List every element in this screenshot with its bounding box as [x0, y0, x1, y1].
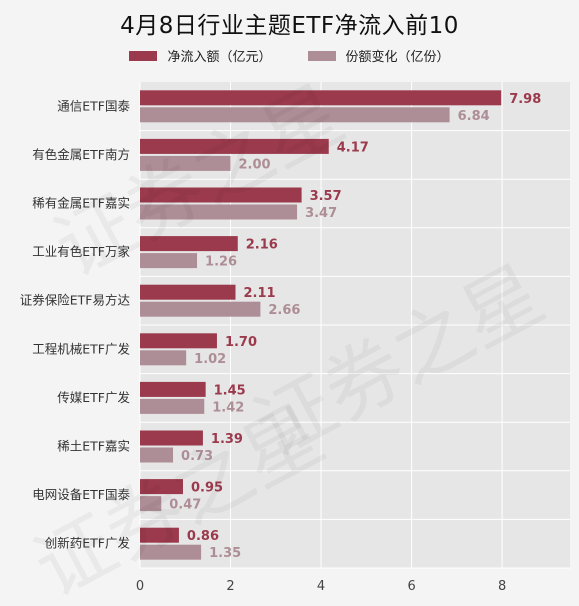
bar-net-inflow — [140, 430, 203, 446]
y-category-label: 有色金属ETF南方 — [32, 147, 130, 162]
x-tick-label: 4 — [317, 579, 325, 594]
chart-legend: 净流入额（亿元） 份额变化（亿份） — [0, 46, 579, 65]
bar-share-change — [140, 447, 174, 463]
bar-share-change — [140, 253, 198, 269]
bar-share-change — [140, 107, 450, 123]
x-tick-label: 2 — [226, 579, 234, 594]
y-category-label: 工程机械ETF广发 — [32, 341, 130, 356]
legend-swatch-series2 — [307, 50, 336, 61]
data-label-share-change: 1.35 — [209, 546, 241, 561]
data-label-share-change: 0.47 — [169, 498, 201, 513]
data-label-net-inflow: 3.57 — [310, 189, 342, 204]
y-category-label: 稀有金属ETF嘉实 — [32, 196, 130, 211]
x-tick-label: 6 — [407, 579, 415, 594]
data-label-net-inflow: 0.95 — [191, 481, 223, 496]
bar-share-change — [140, 398, 205, 414]
data-label-share-change: 6.84 — [458, 109, 490, 124]
y-category-label: 稀土ETF嘉实 — [57, 439, 130, 454]
legend-item-series2: 份额变化（亿份） — [307, 46, 450, 65]
x-tick-label: 8 — [498, 579, 506, 594]
data-label-share-change: 1.42 — [212, 400, 244, 415]
bar-net-inflow — [140, 381, 206, 397]
bar-share-change — [140, 496, 162, 512]
y-category-label: 创新药ETF广发 — [45, 536, 131, 551]
data-label-net-inflow: 2.16 — [246, 238, 278, 253]
legend-label-series2: 份额变化（亿份） — [345, 50, 450, 65]
chart-title: 4月8日行业主题ETF净流入前10 — [120, 13, 459, 39]
data-label-net-inflow: 4.17 — [337, 140, 369, 155]
bar-net-inflow — [140, 90, 502, 106]
bar-net-inflow — [140, 479, 183, 495]
y-category-label: 工业有色ETF万家 — [32, 244, 130, 259]
data-label-share-change: 0.73 — [181, 449, 213, 464]
data-label-net-inflow: 1.39 — [211, 432, 243, 447]
legend-swatch-series1 — [129, 50, 158, 61]
bar-net-inflow — [140, 187, 302, 203]
bar-share-change — [140, 301, 261, 317]
y-category-label: 证券保险ETF易方达 — [20, 293, 131, 308]
y-category-label: 通信ETF国泰 — [57, 98, 130, 113]
bar-net-inflow — [140, 527, 179, 543]
data-label-share-change: 3.47 — [305, 206, 337, 221]
y-category-label: 电网设备ETF国泰 — [32, 487, 130, 502]
bar-net-inflow — [140, 138, 329, 154]
data-label-share-change: 1.02 — [194, 352, 226, 367]
bar-share-change — [140, 544, 202, 560]
data-label-share-change: 2.66 — [268, 303, 300, 318]
x-tick-label: 0 — [136, 579, 144, 594]
legend-label-series1: 净流入额（亿元） — [167, 50, 272, 65]
bar-net-inflow — [140, 333, 217, 349]
data-label-net-inflow: 2.11 — [244, 286, 276, 301]
data-label-net-inflow: 7.98 — [509, 92, 541, 107]
bar-share-change — [140, 350, 187, 366]
bar-net-inflow — [140, 284, 236, 300]
data-label-share-change: 1.26 — [205, 255, 237, 270]
bar-net-inflow — [140, 236, 238, 252]
data-label-net-inflow: 0.86 — [187, 529, 219, 544]
bar-share-change — [140, 204, 298, 220]
legend-item-series1: 净流入额（亿元） — [129, 46, 272, 65]
data-label-share-change: 2.00 — [239, 157, 271, 172]
data-label-net-inflow: 1.70 — [225, 335, 257, 350]
y-category-label: 传媒ETF广发 — [57, 390, 130, 405]
bar-share-change — [140, 155, 231, 171]
data-label-net-inflow: 1.45 — [214, 383, 246, 398]
